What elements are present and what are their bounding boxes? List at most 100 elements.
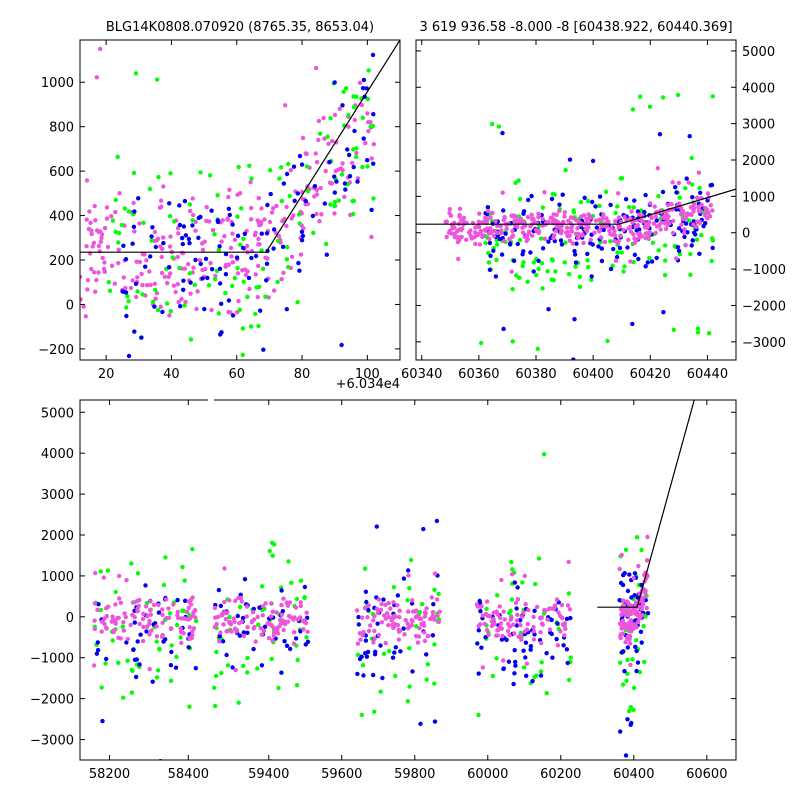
data-point-magenta [210, 228, 216, 233]
data-point-green [514, 273, 519, 278]
data-point-magenta [179, 296, 184, 302]
data-point-green [198, 170, 203, 175]
data-point-magenta [466, 230, 472, 235]
data-point-blue [351, 164, 356, 170]
data-point-magenta [559, 228, 564, 234]
data-point-green [695, 330, 701, 335]
data-point-magenta [131, 200, 136, 206]
data-point-magenta [628, 603, 634, 608]
data-point-green [639, 547, 644, 553]
data-point-green [573, 264, 578, 269]
data-point-magenta [569, 225, 574, 230]
data-point-blue [279, 670, 284, 675]
frame-bottom [79, 399, 737, 761]
data-point-magenta [636, 563, 641, 569]
data-point-magenta [648, 201, 653, 206]
data-point-magenta [218, 630, 223, 635]
data-point-magenta [415, 613, 420, 618]
data-point-magenta [513, 218, 519, 223]
data-point-green [589, 277, 594, 283]
data-point-magenta [151, 602, 157, 608]
data-point-green [549, 257, 555, 262]
points-bottom [91, 452, 651, 760]
data-point-magenta [550, 606, 555, 611]
data-point-green [432, 587, 437, 592]
data-point-magenta [304, 610, 309, 615]
data-point-green [187, 704, 192, 709]
data-point-magenta [597, 229, 602, 234]
data-point-magenta [85, 278, 91, 283]
data-point-blue [139, 335, 144, 340]
data-point-magenta [314, 211, 319, 217]
data-point-green [660, 95, 666, 100]
data-point-magenta [230, 231, 235, 236]
data-point-magenta [350, 160, 355, 166]
data-point-magenta [640, 612, 645, 618]
data-point-magenta [352, 117, 357, 123]
data-point-magenta [155, 236, 161, 241]
data-point-green [236, 164, 241, 170]
data-point-magenta [683, 215, 688, 221]
data-point-magenta [121, 620, 126, 625]
data-point-magenta [228, 245, 234, 251]
data-point-magenta [669, 202, 674, 207]
data-point-green [256, 323, 261, 329]
data-point-blue [546, 239, 551, 244]
data-point-magenta [447, 210, 452, 216]
data-point-blue [193, 666, 198, 671]
data-point-magenta [422, 638, 428, 644]
data-point-magenta [202, 239, 207, 244]
data-point-blue [235, 613, 240, 619]
data-point-magenta [624, 612, 629, 617]
data-point-green [116, 230, 122, 236]
data-point-magenta [213, 273, 218, 279]
data-point-magenta [383, 616, 388, 621]
y-tick-label: −1000 [30, 652, 74, 667]
data-point-magenta [468, 233, 473, 239]
data-point-green [241, 236, 246, 241]
y-tick-label: 2000 [41, 529, 74, 544]
data-point-magenta [92, 626, 98, 632]
data-point-magenta [413, 608, 419, 613]
data-point-magenta [576, 235, 581, 241]
x-tick-label: 40 [163, 367, 180, 382]
data-point-green [239, 206, 244, 211]
y-tick-label: 4000 [41, 447, 74, 462]
data-point-magenta [102, 260, 107, 265]
data-point-blue [477, 598, 482, 604]
data-point-blue [487, 240, 493, 246]
data-point-magenta [562, 633, 567, 638]
data-point-blue [120, 289, 125, 294]
data-point-blue [401, 576, 407, 581]
data-point-green [216, 311, 221, 316]
data-point-blue [378, 643, 383, 648]
data-point-green [662, 243, 668, 248]
data-point-magenta [137, 259, 143, 265]
data-point-magenta [556, 610, 561, 615]
data-point-magenta [160, 607, 165, 612]
data-point-green [534, 673, 539, 678]
data-point-magenta [437, 609, 442, 614]
data-point-green [417, 610, 423, 615]
data-point-blue [361, 673, 366, 678]
data-point-blue [181, 224, 187, 229]
data-point-green [641, 624, 646, 629]
data-point-magenta [283, 103, 288, 108]
data-point-magenta [346, 124, 351, 129]
data-point-magenta [253, 272, 258, 277]
data-point-magenta [147, 269, 152, 274]
data-point-blue [590, 199, 595, 205]
data-point-magenta [333, 168, 338, 174]
data-point-green [284, 257, 290, 262]
data-point-magenta [160, 620, 165, 625]
data-point-magenta [621, 603, 627, 608]
data-point-magenta [472, 234, 478, 240]
data-point-magenta [416, 634, 422, 639]
data-point-green [174, 654, 179, 660]
data-point-blue [160, 309, 165, 315]
data-point-blue [597, 194, 603, 199]
data-point-green [206, 283, 212, 288]
data-point-magenta [365, 615, 370, 620]
data-point-magenta [489, 623, 495, 629]
data-point-magenta [354, 608, 360, 613]
